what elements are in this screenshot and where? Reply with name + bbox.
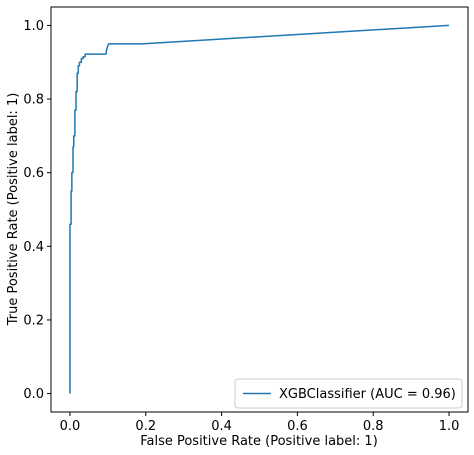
legend-box bbox=[234, 378, 463, 409]
plot-area: 0.0 0.2 0.4 0.6 0.8 1.0 0.0 0.2 0.4 0.6 0.8 1.0 bbox=[23, 6, 469, 434]
legend: XGBClassifier (AUC = 0.96) bbox=[234, 378, 463, 409]
y-tick-label: 1.0 bbox=[23, 19, 44, 34]
x-axis-label: False Positive Rate (Positive label: 1) bbox=[140, 434, 378, 449]
y-tick-label: 0.6 bbox=[23, 166, 44, 181]
x-tick-label: 0.2 bbox=[135, 419, 156, 434]
axes-frame bbox=[50, 6, 469, 413]
x-tick-label: 0.4 bbox=[211, 419, 232, 434]
x-tick-label: 0.8 bbox=[363, 419, 384, 434]
x-tick-label: 0.6 bbox=[287, 419, 308, 434]
y-tick-label: 0.2 bbox=[23, 313, 44, 328]
x-tick-label: 0.0 bbox=[60, 419, 81, 434]
y-tick-label: 0.0 bbox=[23, 387, 44, 402]
y-axis-label: True Positive Rate (Positive label: 1) bbox=[6, 93, 21, 327]
y-tick-label: 0.8 bbox=[23, 93, 44, 108]
x-tick-label: 1.0 bbox=[439, 419, 460, 434]
roc-curve-line bbox=[69, 24, 450, 394]
y-tick-label: 0.4 bbox=[23, 240, 44, 255]
legend-label: XGBClassifier (AUC = 0.96) bbox=[279, 387, 456, 402]
